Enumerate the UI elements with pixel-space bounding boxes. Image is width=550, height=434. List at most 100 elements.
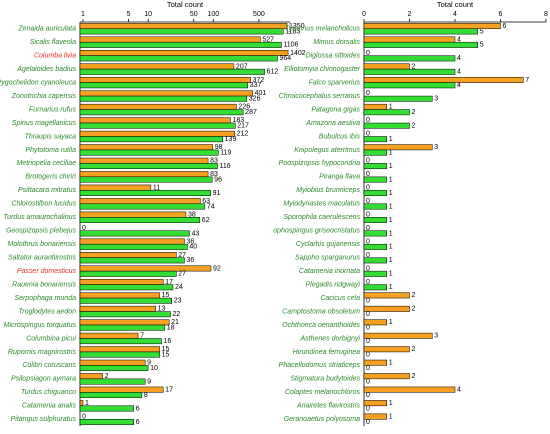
value-label: 0 — [366, 131, 370, 138]
category-label: Catamenia analis — [22, 403, 77, 410]
value-label: 36 — [186, 257, 194, 264]
x-tick-label: 10 — [144, 11, 152, 18]
bar — [363, 36, 456, 43]
bar — [79, 359, 146, 366]
bar — [79, 252, 177, 258]
value-label: 6 — [136, 405, 140, 412]
bar — [79, 405, 134, 412]
bar — [363, 76, 524, 83]
category-label: Molothrus bonariensis — [8, 241, 77, 248]
value-label: 0 — [366, 184, 370, 191]
value-label: 27 — [178, 271, 186, 278]
category-label: Knipolegus aterrimus — [294, 147, 360, 154]
value-label: 0 — [366, 225, 370, 232]
value-label: 1 — [389, 360, 393, 367]
bar — [363, 373, 410, 380]
value-label: 0 — [366, 325, 370, 332]
x-tick-label: 8 — [544, 11, 548, 18]
value-label: 1 — [389, 203, 393, 210]
value-label: 2 — [412, 346, 416, 353]
value-label: 0 — [366, 198, 370, 205]
bar — [79, 144, 214, 151]
value-label: 527 — [262, 36, 274, 43]
category-label: Poospizopsis hypocondria — [279, 160, 360, 167]
category-label: Columbina picui — [26, 335, 76, 342]
value-label: 3 — [434, 96, 438, 103]
value-label: 6 — [136, 419, 140, 426]
value-label: 22 — [172, 311, 180, 318]
category-label: Cacicus cela — [320, 295, 360, 302]
value-label: 1183 — [285, 28, 300, 35]
bar — [79, 122, 236, 129]
x-tick-label: 500 — [253, 11, 265, 18]
value-label: 0 — [82, 225, 86, 232]
x-axis-title: Total count — [167, 0, 204, 9]
value-label: 8 — [144, 392, 148, 399]
bar — [363, 176, 387, 183]
value-label: 0 — [366, 311, 370, 318]
bar — [79, 284, 174, 291]
bar — [79, 130, 235, 137]
bar — [79, 400, 84, 407]
category-label: Psilopsiagon aymara — [11, 376, 76, 383]
value-label: 83 — [210, 158, 218, 165]
category-label: Phacellodomus striaticeps — [279, 362, 361, 369]
category-label: Sporophila caerulescens — [283, 214, 360, 221]
value-label: 0 — [366, 351, 370, 358]
value-label: 6 — [503, 23, 507, 30]
category-label: Sicalis flaveola — [30, 39, 76, 46]
bar — [79, 332, 139, 339]
value-label: 5 — [480, 28, 484, 35]
category-label: Zenaida auriculata — [17, 26, 76, 33]
value-label: 2 — [412, 306, 416, 313]
value-label: 1350 — [289, 23, 305, 30]
value-label: 38 — [188, 211, 196, 218]
bar — [363, 95, 433, 102]
bar — [79, 419, 134, 425]
bar — [79, 324, 166, 331]
value-label: 4 — [457, 55, 461, 62]
bar — [79, 171, 209, 178]
value-label: 74 — [207, 203, 215, 210]
bar — [79, 203, 206, 210]
bar — [79, 305, 156, 312]
category-label: ophospingus griseocristatus — [273, 228, 360, 235]
value-label: 15 — [162, 292, 170, 299]
value-label: 0 — [366, 279, 370, 286]
value-label: 2 — [412, 373, 416, 380]
bar — [363, 136, 387, 143]
value-label: 183 — [232, 117, 244, 124]
value-label: 24 — [175, 284, 183, 291]
value-label: 5 — [480, 42, 484, 49]
bar — [363, 144, 433, 151]
bar — [79, 50, 289, 56]
category-label: Rauenia bonariensis — [12, 281, 76, 288]
bar — [79, 109, 244, 116]
bar — [363, 149, 387, 156]
value-label: 612 — [267, 69, 279, 76]
bar — [363, 270, 387, 277]
bar — [79, 23, 288, 29]
category-label: Elliotomyia chionogaster — [284, 66, 361, 73]
bar — [363, 28, 478, 35]
bar — [363, 284, 387, 291]
value-label: 10 — [150, 365, 158, 372]
bar — [363, 103, 387, 110]
bar — [363, 243, 387, 250]
bar — [79, 103, 237, 110]
value-label: 96 — [214, 176, 222, 183]
value-label: 1 — [389, 104, 393, 111]
value-label: 0 — [366, 298, 370, 305]
category-label: Turdus chiguanco — [21, 389, 76, 396]
category-label: Anairetes flavirostris — [296, 403, 361, 410]
value-label: 2 — [412, 292, 416, 299]
bar — [79, 338, 162, 345]
value-label: 372 — [253, 77, 265, 84]
value-label: 1 — [389, 257, 393, 264]
bar — [79, 386, 164, 393]
category-label: Myiobius brunniceps — [296, 187, 360, 194]
value-label: 13 — [158, 306, 166, 313]
category-label: Serpophaga munda — [15, 295, 77, 302]
value-label: 0 — [366, 158, 370, 165]
bar — [363, 122, 410, 129]
